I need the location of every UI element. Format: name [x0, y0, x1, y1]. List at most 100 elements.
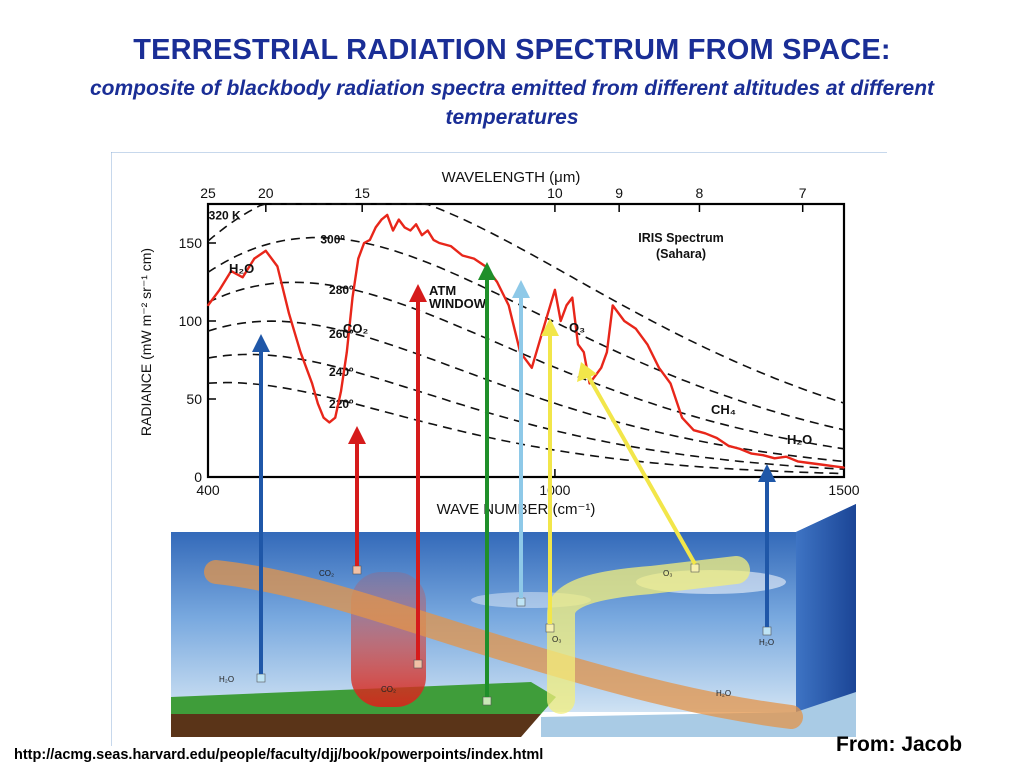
- x2-tick-label: 9: [615, 185, 623, 201]
- window-emitter: [516, 597, 526, 607]
- y-tick-label: 100: [179, 313, 203, 329]
- y-tick-label: 150: [179, 235, 203, 251]
- spectrum-point: [426, 229, 429, 232]
- spectrum-point: [415, 223, 418, 226]
- spectrum-point: [334, 416, 337, 419]
- spectrum-point: [715, 437, 718, 439]
- o3-band: [547, 556, 750, 714]
- blackbody-label: 220º: [329, 397, 354, 411]
- blackbody-curve: [207, 353, 845, 470]
- spectrum-point: [773, 457, 776, 460]
- co2-lower-label: CO₂: [381, 685, 396, 694]
- spectrum-point: [623, 320, 626, 322]
- spectrum-point: [311, 382, 313, 385]
- slide-subtitle: composite of blackbody radiation spectra…: [89, 77, 935, 129]
- spectrum-point: [421, 234, 423, 237]
- spectrum-point: [692, 429, 695, 432]
- spectrum-point: [276, 265, 279, 268]
- h2o-left-label: H₂O: [219, 675, 234, 684]
- x2-axis-title: WAVELENGTH (μm): [442, 169, 581, 186]
- band-label: ATM: [429, 283, 456, 298]
- spectrum-point: [207, 304, 209, 307]
- spectrum-point: [600, 366, 603, 369]
- source-url[interactable]: http://acmg.seas.harvard.edu/people/facu…: [14, 747, 544, 763]
- spectrum-point: [409, 229, 412, 232]
- o3-upper-emitter: [690, 563, 700, 573]
- spectrum-point: [218, 288, 221, 291]
- spectrum-point: [739, 448, 741, 450]
- spectrum-point: [582, 351, 585, 354]
- spectrum-point: [363, 242, 366, 244]
- spectrum-point: [554, 288, 556, 291]
- h2o-right-emitter: [762, 626, 772, 636]
- spectrum-point: [565, 304, 568, 307]
- slide-title: TERRESTRIAL RADIATION SPECTRUM FROM SPAC…: [133, 34, 891, 66]
- band-label: CO₂: [343, 321, 369, 336]
- spectrum-point: [571, 296, 574, 299]
- y-axis-title: RADIANCE (mW m⁻² sr⁻¹ cm): [138, 248, 154, 436]
- spectrum-point: [658, 366, 660, 369]
- spectrum-point: [762, 454, 764, 457]
- spectrum-point: [577, 343, 579, 346]
- spectrum-point: [322, 416, 325, 419]
- x-tick-label: 400: [196, 482, 220, 498]
- spectrum-point: [611, 304, 614, 307]
- window-arrowhead: [512, 280, 530, 298]
- o3-upper-arrow: [585, 373, 697, 565]
- spectrum-point: [403, 226, 406, 229]
- spectrum-point: [230, 270, 233, 272]
- o3-lower-arrowhead: [541, 318, 559, 336]
- spectrum-point: [438, 242, 441, 244]
- band-label: H₂O: [787, 432, 812, 447]
- spectrum-point: [843, 466, 845, 469]
- spectrum-point: [288, 312, 290, 315]
- blackbody-curve: [207, 320, 845, 463]
- spectrum-point: [386, 214, 389, 216]
- spectrum-point: [542, 327, 545, 330]
- spectrum-point: [819, 463, 822, 466]
- spectrum-point: [340, 390, 342, 393]
- spectrum-point: [808, 462, 811, 464]
- band-label: H₂O: [229, 261, 254, 276]
- spectrum-point: [606, 351, 608, 354]
- blackbody-curve: [207, 281, 845, 450]
- spectrum-point: [449, 245, 452, 248]
- x-tick-label: 1500: [828, 482, 859, 498]
- spectrum-point: [496, 281, 498, 283]
- h2o-left-emitter: [256, 673, 266, 683]
- x2-tick-label: 20: [258, 185, 274, 201]
- atmosphere-box-front: [171, 504, 856, 712]
- spectrum-point: [392, 229, 394, 232]
- spectrum-point: [461, 254, 464, 257]
- spectrum-point: [669, 382, 672, 385]
- spectrum-point: [368, 238, 371, 241]
- blackbody-label: 300º: [320, 233, 345, 247]
- band-label: O₃: [569, 320, 585, 335]
- x2-tick-label: 15: [354, 185, 370, 201]
- spectrum-point: [380, 218, 383, 221]
- spectrum-point: [530, 366, 533, 369]
- surface-emitter: [482, 696, 492, 706]
- spectrum-point: [634, 327, 637, 330]
- blackbody-curve: [207, 236, 845, 431]
- co2-upper-emitter: [352, 565, 362, 575]
- o3-lower-emitter: [545, 623, 555, 633]
- spectrum-point: [328, 421, 331, 424]
- blackbody-label: 280º: [329, 283, 354, 297]
- emission-arrows: [252, 262, 776, 697]
- x2-tick-label: 8: [696, 185, 704, 201]
- co2-upper-label: CO₂: [319, 569, 334, 578]
- spectrum-point: [507, 304, 510, 307]
- band-label: CH₄: [711, 402, 736, 417]
- spectrum-point: [750, 452, 753, 455]
- credit-text: From: Jacob: [836, 733, 963, 756]
- h2o-band: [204, 560, 803, 729]
- atmosphere-diagram: CO₂ CO₂ H₂O O₃ O₃ H₂O H₂O: [171, 504, 856, 737]
- axis-ticks: 0 50 100 150 400 1000 1500 25 20 15 10 9 8 7: [179, 185, 860, 498]
- x2-tick-label: 25: [200, 185, 216, 201]
- spectrum-figure: CO₂ CO₂ H₂O O₃ O₃ H₂O H₂O WAVELENGTH (μm…: [111, 152, 887, 746]
- spectrum-point: [357, 257, 360, 260]
- surface-arrowhead: [478, 262, 496, 280]
